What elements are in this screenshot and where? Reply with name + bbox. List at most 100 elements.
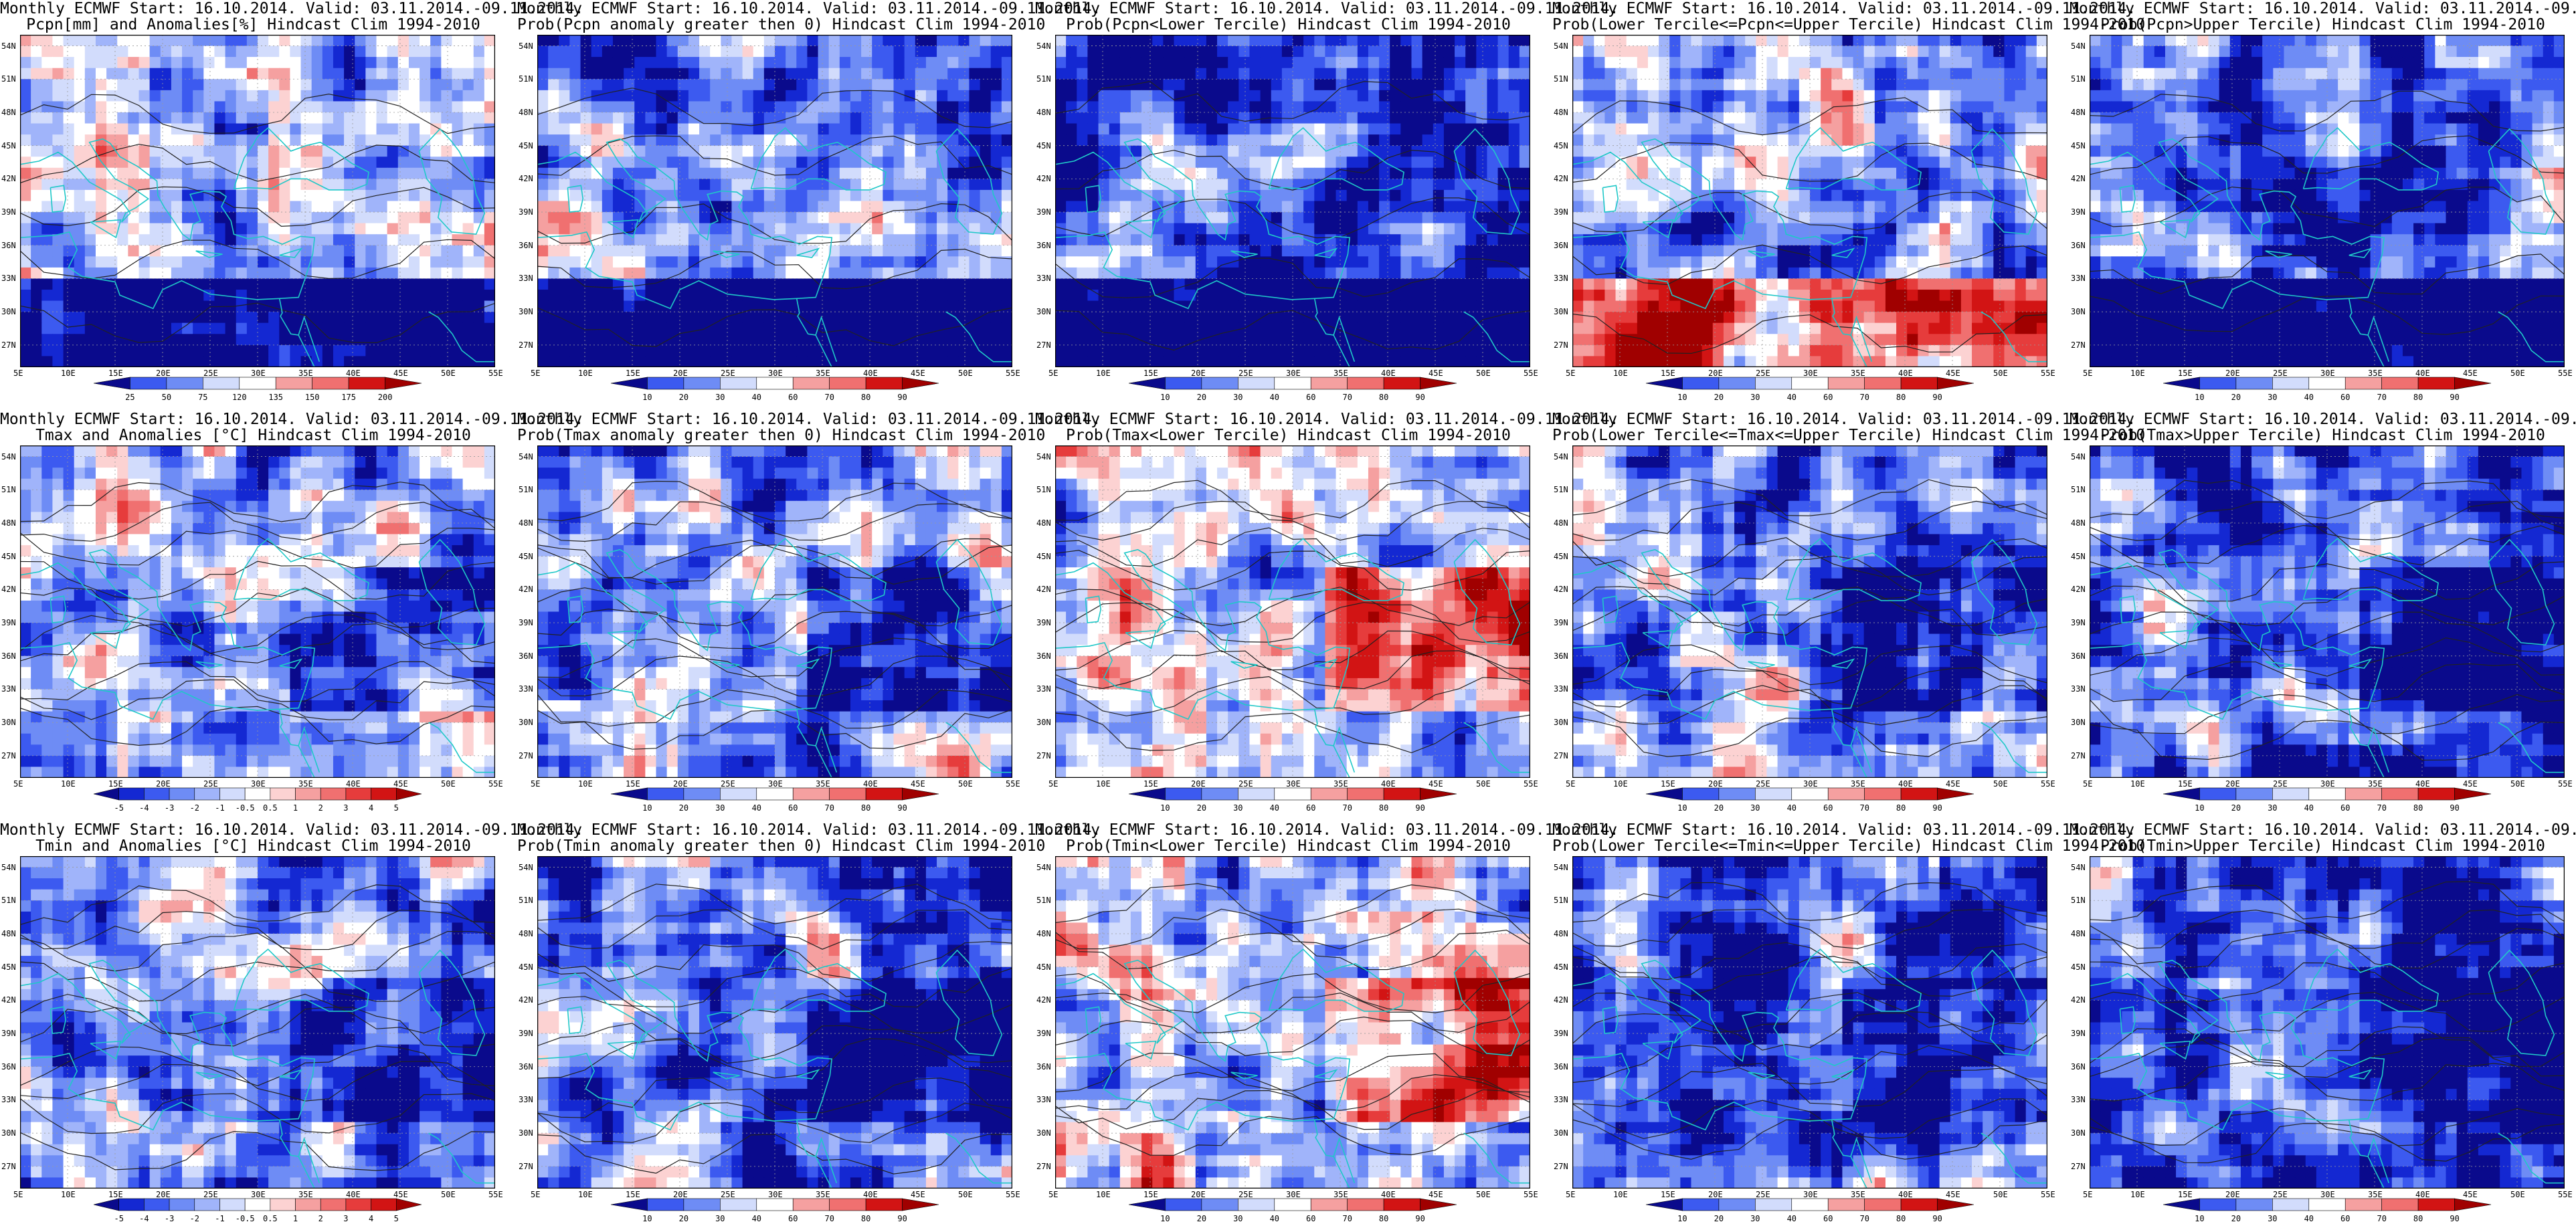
map-plot	[20, 856, 495, 1189]
colorbar-label: -3	[165, 803, 174, 813]
x-tick-label: 55E	[1006, 1190, 1020, 1199]
colorbar-swatch	[2418, 788, 2454, 800]
colorbar-label: 10	[1677, 393, 1687, 402]
colorbar-swatch	[130, 377, 166, 389]
colorbar-swatch	[2418, 377, 2454, 389]
colorbar-label: 60	[2340, 393, 2350, 402]
colorbar-label: 40	[1270, 803, 1279, 813]
x-tick-label: 55E	[2558, 779, 2573, 789]
colorbar-swatch	[270, 788, 296, 800]
y-tick-label: 33N	[1036, 274, 1051, 283]
map-svg	[2090, 35, 2565, 367]
map-plot	[537, 35, 1012, 367]
shaded-field	[537, 35, 1012, 367]
y-tick-label: 48N	[1, 108, 16, 117]
x-tick-label: 10E	[61, 369, 76, 378]
colorbar-label: 60	[1306, 803, 1315, 813]
y-tick-label: 54N	[2071, 452, 2086, 462]
colorbar-swatch	[1938, 1199, 1974, 1211]
map-plot	[20, 35, 495, 367]
x-tick-label: 10E	[2130, 369, 2145, 378]
colorbar-label: 10	[2195, 393, 2204, 402]
colorbar-swatch	[1384, 1199, 1420, 1211]
colorbar-swatch	[903, 788, 939, 800]
colorbar-label: 1	[293, 1214, 298, 1223]
panel-tmin-pup: Monthly ECMWF Start: 16.10.2014. Valid: …	[2069, 821, 2576, 1223]
shaded-field	[2090, 35, 2565, 367]
colorbar-swatch	[349, 377, 385, 389]
colorbar-swatch	[647, 377, 683, 389]
colorbar-label: 70	[1342, 803, 1352, 813]
colorbar-swatch	[647, 1199, 683, 1211]
colorbar-swatch	[1348, 1199, 1384, 1211]
y-tick-label: 27N	[1036, 340, 1051, 350]
y-tick-label: 36N	[1036, 651, 1051, 661]
colorbar-label: 2	[318, 803, 323, 813]
colorbar-label: 10	[1160, 803, 1170, 813]
colorbar-swatch	[903, 377, 939, 389]
map-plot	[2090, 445, 2565, 778]
map-svg	[20, 445, 495, 778]
map-svg	[1055, 35, 1530, 367]
colorbar-swatch	[203, 377, 239, 389]
panel-title: Monthly ECMWF Start: 16.10.2014. Valid: …	[1552, 411, 2059, 428]
colorbar-label: 90	[1932, 803, 1942, 813]
x-tick-label: 55E	[1006, 369, 1020, 378]
y-tick-label: 36N	[519, 241, 533, 250]
colorbar-swatch	[2199, 1199, 2235, 1211]
colorbar-swatch	[2163, 788, 2199, 800]
y-tick-label: 42N	[1, 174, 16, 183]
colorbar-swatch	[2309, 377, 2345, 389]
colorbar-swatch	[830, 788, 866, 800]
colorbar-label: 40	[1787, 393, 1797, 402]
y-tick-label: 51N	[1, 74, 16, 84]
x-tick-label: 5E	[531, 779, 540, 789]
map-plot	[1055, 35, 1530, 367]
y-tick-label: 36N	[2071, 651, 2086, 661]
y-tick-label: 27N	[1554, 340, 1568, 350]
colorbar-swatch	[195, 1199, 220, 1211]
colorbar-swatch	[757, 377, 793, 389]
y-tick-label: 45N	[1036, 552, 1051, 561]
x-tick-label: 50E	[1993, 779, 2008, 789]
colorbar-swatch	[1202, 377, 1238, 389]
y-tick-label: 33N	[519, 274, 533, 283]
colorbar-label: 80	[1896, 393, 1906, 402]
y-tick-label: 42N	[519, 995, 533, 1005]
y-tick-label: 33N	[519, 1095, 533, 1104]
panel-subtitle: Prob(Tmin>Upper Tercile) Hindcast Clim 1…	[2069, 837, 2576, 855]
x-tick-label: 5E	[1566, 1190, 1575, 1199]
y-tick-label: 36N	[2071, 1062, 2086, 1072]
colorbar-label: 135	[268, 393, 283, 402]
y-tick-label: 33N	[1554, 1095, 1568, 1104]
colorbar-label: 90	[1932, 1214, 1942, 1223]
y-tick-label: 45N	[2071, 552, 2086, 561]
y-tick-label: 51N	[2071, 896, 2086, 905]
colorbar-swatch	[1719, 1199, 1755, 1211]
colorbar-label: 30	[2268, 393, 2277, 402]
x-tick-label: 55E	[2558, 369, 2573, 378]
y-tick-label: 48N	[1554, 518, 1568, 528]
colorbar-swatch	[2309, 1199, 2345, 1211]
shaded-field	[1572, 35, 2047, 367]
colorbar-swatch	[1901, 788, 1937, 800]
y-tick-label: 33N	[1, 274, 16, 283]
colorbar-swatch	[119, 788, 145, 800]
panel-title: Monthly ECMWF Start: 16.10.2014. Valid: …	[1552, 0, 2059, 17]
y-tick-label: 27N	[1554, 1162, 1568, 1171]
colorbar-swatch	[396, 788, 422, 800]
colorbar-label: 40	[752, 393, 761, 402]
y-tick-label: 42N	[2071, 585, 2086, 594]
y-tick-label: 42N	[1036, 995, 1051, 1005]
colorbar-swatch	[2272, 1199, 2308, 1211]
colorbar-swatch	[2236, 377, 2272, 389]
colorbar-label: 70	[824, 393, 834, 402]
x-tick-label: 5E	[1048, 369, 1058, 378]
x-tick-label: 10E	[1613, 369, 1628, 378]
colorbar-swatch	[1129, 1199, 1165, 1211]
colorbar-swatch	[320, 1199, 346, 1211]
